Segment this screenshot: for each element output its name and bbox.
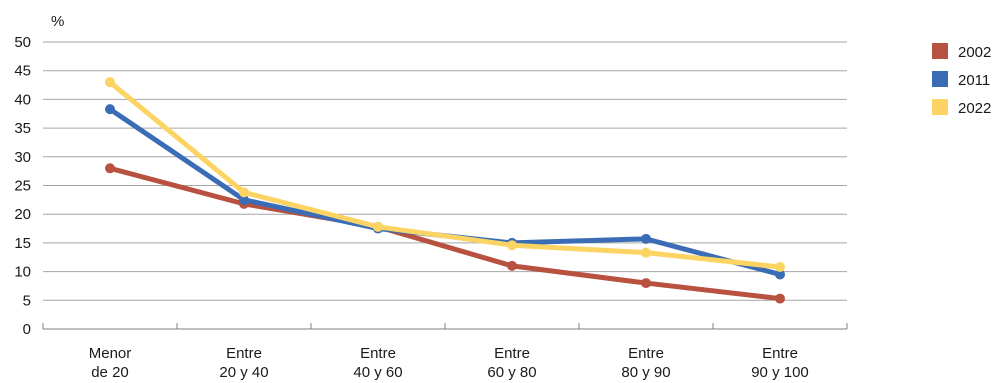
data-point-2011 [641, 233, 651, 244]
x-tick-label: Entre 90 y 100 [751, 345, 809, 381]
y-tick-label: 15 [14, 235, 31, 252]
x-tick-label-line: 80 y 90 [621, 364, 670, 381]
x-tick-label: Entre 80 y 90 [621, 345, 670, 381]
data-point-2022 [373, 221, 383, 232]
data-point-2011 [105, 104, 115, 115]
legend-swatch-2002 [932, 43, 948, 59]
y-tick-label: 25 [14, 178, 31, 195]
y-axis-ticks: 0 5 10 15 20 25 30 35 40 45 50 [14, 34, 31, 338]
x-axis-ticks: Menor de 20 Entre 20 y 40 Entre 40 y 60 Entre 6… [89, 345, 809, 381]
series-lines [105, 77, 785, 304]
x-tick-label: Entre 20 y 40 [219, 345, 268, 381]
data-point-2002 [641, 278, 651, 289]
x-tick-label: Entre 40 y 60 [353, 345, 402, 381]
x-tick-label-line: Menor [89, 345, 132, 362]
data-point-2022 [105, 77, 115, 88]
x-tick-label-line: Entre [628, 345, 664, 362]
y-tick-label: 50 [14, 34, 31, 51]
y-axis-unit: % [51, 13, 64, 30]
data-point-2011 [239, 194, 249, 205]
x-tick-label-line: 40 y 60 [353, 364, 402, 381]
x-tick-label: Entre 60 y 80 [487, 345, 536, 381]
x-tick-label-line: Entre [360, 345, 396, 362]
x-tick-label: Menor de 20 [89, 345, 132, 381]
x-tick-label-line: 20 y 40 [219, 364, 268, 381]
series-line-2011 [107, 106, 783, 277]
x-tick-label-line: Entre [226, 345, 262, 362]
y-tick-label: 5 [23, 292, 31, 309]
data-point-2022 [507, 240, 517, 251]
y-tick-label: 35 [14, 120, 31, 137]
legend: 2002 2011 2022 [932, 43, 991, 117]
y-tick-label: 30 [14, 149, 31, 166]
legend-label-2022: 2022 [958, 100, 991, 117]
x-tick-label-line: Entre [494, 345, 530, 362]
data-point-2002 [507, 260, 517, 271]
data-point-2011 [775, 269, 785, 280]
y-tick-label: 45 [14, 63, 31, 80]
y-tick-label: 0 [23, 321, 31, 338]
data-point-2002 [105, 163, 115, 174]
legend-swatch-2011 [932, 71, 948, 87]
x-axis [42, 323, 848, 330]
x-tick-label-line: 60 y 80 [487, 364, 536, 381]
x-tick-label-line: de 20 [91, 364, 129, 381]
data-point-2022 [641, 247, 651, 258]
x-tick-label-line: 90 y 100 [751, 364, 809, 381]
series-line-2022 [107, 79, 783, 270]
y-tick-label: 10 [14, 264, 31, 281]
series-line-2002 [107, 165, 783, 302]
x-tick-label-line: Entre [762, 345, 798, 362]
data-point-2002 [775, 293, 785, 304]
legend-swatch-2022 [932, 99, 948, 115]
y-tick-label: 20 [14, 206, 31, 223]
data-point-2022 [239, 187, 249, 198]
legend-label-2011: 2011 [958, 72, 990, 89]
legend-label-2002: 2002 [958, 44, 991, 61]
y-tick-label: 40 [14, 91, 31, 108]
data-point-2022 [775, 262, 785, 273]
